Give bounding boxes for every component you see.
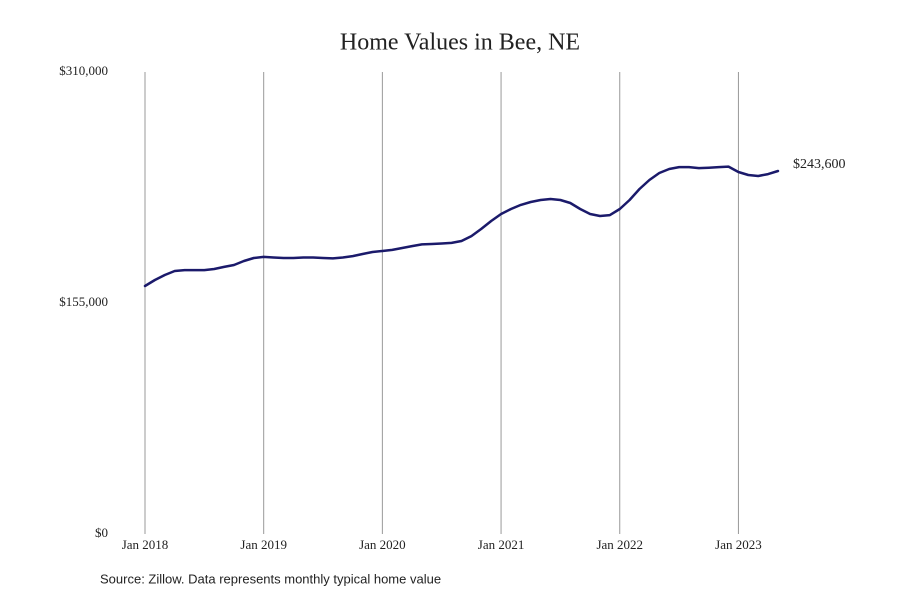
x-tick-label: Jan 2018 <box>122 537 169 552</box>
x-tick-label: Jan 2020 <box>359 537 406 552</box>
x-tick-label: Jan 2023 <box>715 537 762 552</box>
chart-title: Home Values in Bee, NE <box>340 30 580 56</box>
y-tick-label: $155,000 <box>59 294 108 309</box>
x-tick-label: Jan 2021 <box>478 537 525 552</box>
x-tick-label: Jan 2022 <box>596 537 643 552</box>
x-tick-label: Jan 2019 <box>240 537 287 552</box>
end-value-label: $243,600 <box>793 157 846 172</box>
source-note: Source: Zillow. Data represents monthly … <box>100 571 441 586</box>
y-tick-label: $0 <box>95 525 108 540</box>
y-tick-label: $310,000 <box>59 63 108 78</box>
line-series <box>143 165 780 288</box>
